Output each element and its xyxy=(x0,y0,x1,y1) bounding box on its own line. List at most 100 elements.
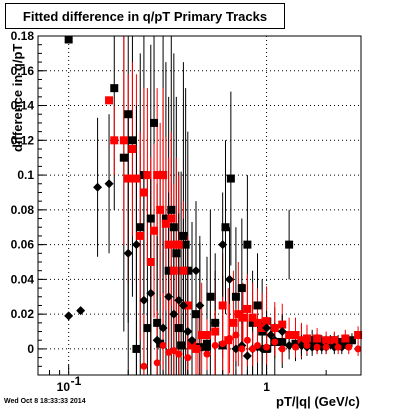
data-point-square xyxy=(179,266,188,275)
y-tick-label: 0.1 xyxy=(17,168,34,182)
x-tick-label-exponent: -1 xyxy=(71,374,82,388)
data-point-square xyxy=(211,327,220,336)
data-point-square xyxy=(285,331,294,340)
data-point-diamond xyxy=(164,292,174,302)
data-point-diamond xyxy=(76,306,86,316)
data-point-diamond xyxy=(139,295,149,305)
data-point-circle xyxy=(226,334,234,342)
data-point-square xyxy=(302,334,311,343)
data-point-circle xyxy=(219,340,227,348)
axes: 0 0.02 0.04 0.06 0.08 0.1 0.12 0.14 0.16 0.18 10 -1… xyxy=(11,29,362,394)
data-point-circle xyxy=(263,343,271,351)
data-point-square xyxy=(291,331,300,340)
y-tick-label: 0.04 xyxy=(11,272,35,286)
data-point-circle xyxy=(194,345,202,353)
data-point-square xyxy=(132,174,141,183)
data-point-circle xyxy=(278,345,286,353)
y-tick-label: 0.14 xyxy=(11,99,35,113)
data-point-diamond xyxy=(191,266,201,276)
data-point-diamond xyxy=(152,335,162,345)
data-point-square xyxy=(153,318,162,327)
data-point-square xyxy=(238,313,247,322)
data-point-square xyxy=(161,214,170,223)
data-point-diamond xyxy=(131,240,141,250)
data-point-square xyxy=(197,331,206,340)
data-point-square xyxy=(164,266,173,275)
markers xyxy=(64,35,363,370)
data-point-square xyxy=(119,153,128,162)
y-tick-label: 0.16 xyxy=(11,64,35,78)
data-point-square xyxy=(132,344,141,353)
data-point-square xyxy=(317,337,326,346)
data-point-square xyxy=(136,231,145,240)
data-point-circle xyxy=(322,343,330,351)
data-point-diamond xyxy=(174,295,184,305)
data-point-square xyxy=(297,336,306,345)
data-point-square xyxy=(248,318,257,327)
data-point-square xyxy=(206,292,215,301)
data-point-circle xyxy=(238,345,246,353)
data-point-square xyxy=(229,318,238,327)
data-point-square xyxy=(226,174,235,183)
data-point-diamond xyxy=(178,300,188,310)
data-point-diamond xyxy=(242,351,252,361)
data-point-square xyxy=(139,188,148,197)
data-point-square xyxy=(146,258,155,266)
data-point-diamond xyxy=(195,300,205,310)
data-point-circle xyxy=(345,343,353,351)
data-point-circle xyxy=(232,331,240,339)
data-point-square xyxy=(248,313,257,322)
data-point-square xyxy=(347,336,356,345)
data-point-square xyxy=(243,240,252,249)
data-point-square xyxy=(136,223,145,232)
data-point-circle xyxy=(243,336,251,344)
data-point-square xyxy=(181,240,190,249)
data-point-square xyxy=(270,324,279,333)
data-point-square xyxy=(237,284,246,293)
data-point-circle xyxy=(153,359,161,367)
data-point-square xyxy=(221,223,230,232)
data-point-square xyxy=(354,331,363,340)
data-point-square xyxy=(153,171,162,180)
data-point-square xyxy=(161,219,170,228)
data-point-square xyxy=(341,334,350,343)
data-point-square xyxy=(167,205,176,214)
data-point-square xyxy=(164,240,173,249)
data-point-square xyxy=(202,331,211,340)
data-point-square xyxy=(243,304,252,313)
data-point-square xyxy=(253,301,262,310)
data-point-square xyxy=(234,310,243,319)
data-point-diamond xyxy=(262,323,272,333)
data-point-circle xyxy=(203,350,211,358)
data-point-square xyxy=(174,240,183,249)
data-point-square xyxy=(143,171,152,180)
data-point-square xyxy=(313,334,322,343)
data-point-diamond xyxy=(146,288,156,298)
data-point-diamond xyxy=(284,340,294,350)
data-point-circle xyxy=(303,341,311,349)
data-point-diamond xyxy=(225,274,235,284)
data-point-square xyxy=(150,226,159,235)
data-point-square xyxy=(179,231,188,240)
y-axis-label: difference in q/pT xyxy=(10,43,25,152)
data-point-square xyxy=(156,205,165,214)
data-point-square xyxy=(159,171,168,180)
grid xyxy=(38,35,361,375)
data-point-square xyxy=(150,118,159,127)
data-point-circle xyxy=(254,341,262,349)
data-point-circle xyxy=(354,345,362,353)
data-point-square xyxy=(169,223,178,232)
data-point-square xyxy=(128,136,137,145)
data-point-square xyxy=(278,320,287,329)
y-tick-label: 0.02 xyxy=(11,307,35,321)
data-point-diamond xyxy=(64,311,74,321)
data-point-circle xyxy=(271,338,279,346)
data-point-square xyxy=(146,214,155,223)
y-tick-label: 0.06 xyxy=(11,238,35,252)
data-point-diamond xyxy=(187,335,197,345)
data-point-diamond xyxy=(123,248,133,258)
data-point-circle xyxy=(291,343,299,351)
data-point-diamond xyxy=(218,240,228,250)
y-tick-label: 0.18 xyxy=(11,29,35,43)
